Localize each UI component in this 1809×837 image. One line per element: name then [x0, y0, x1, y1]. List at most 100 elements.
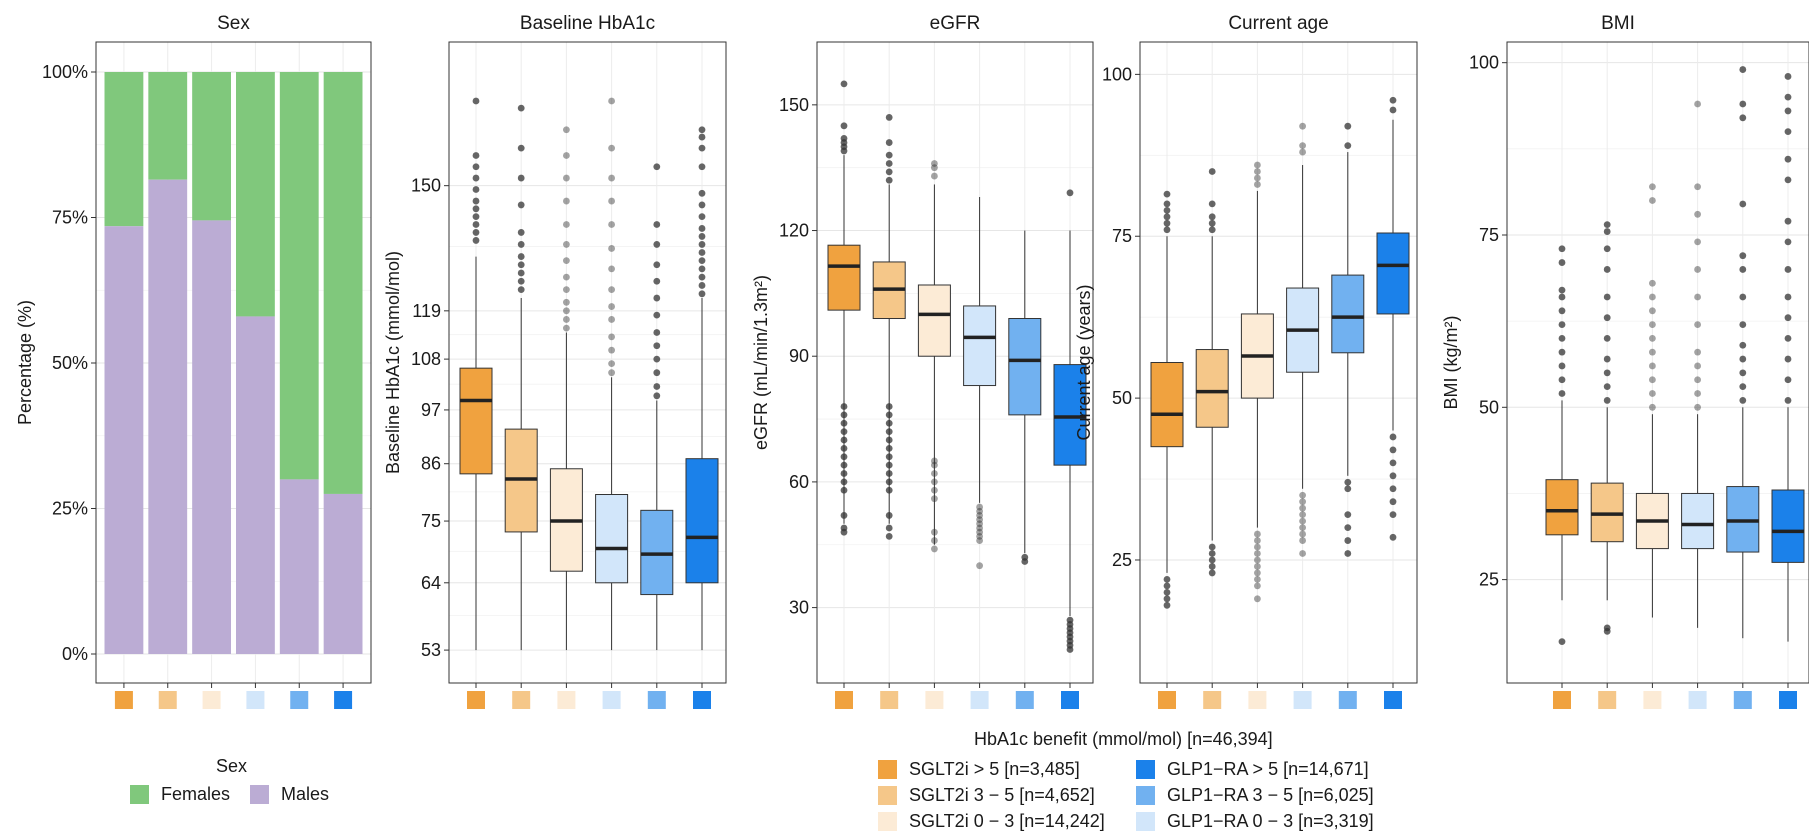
outlier-point — [653, 369, 661, 377]
outlier-point — [1694, 376, 1701, 384]
bar-females — [192, 72, 231, 221]
x-tick-swatch — [1688, 691, 1707, 709]
outlier-point — [563, 273, 570, 281]
outlier-point — [1299, 498, 1306, 506]
outlier-point — [885, 411, 893, 419]
outlier-point — [1649, 362, 1656, 370]
box-iqr — [1053, 364, 1087, 466]
outlier-point — [517, 286, 525, 294]
outlier-point — [653, 329, 661, 336]
outlier-point — [840, 436, 848, 444]
outlier-point — [1739, 383, 1747, 391]
outlier-point — [1558, 362, 1566, 370]
outlier-point — [1344, 478, 1352, 486]
outlier-point — [1163, 219, 1171, 227]
outlier-point — [608, 221, 615, 228]
box-group — [1376, 96, 1410, 541]
outlier-point — [698, 201, 706, 209]
outlier-point — [1649, 293, 1656, 301]
legend-item-sglt2i-0-3: SGLT2i 0 − 3 [n=14,242] — [878, 811, 1105, 832]
x-tick-swatch — [925, 691, 944, 709]
outlier-point — [885, 176, 893, 184]
outlier-point — [698, 265, 706, 273]
x-tick-swatch — [467, 691, 485, 709]
outlier-point — [885, 512, 893, 519]
outlier-point — [1784, 73, 1792, 80]
outlier-point — [608, 316, 615, 323]
outlier-point — [1739, 397, 1747, 404]
outlier-point — [653, 311, 661, 319]
y-tick-label: 100% — [42, 62, 88, 82]
outlier-point — [653, 294, 661, 302]
outlier-point — [1299, 550, 1306, 557]
box-group — [1150, 190, 1184, 609]
outlier-point — [1603, 221, 1611, 229]
outlier-point — [517, 174, 525, 182]
outlier-point — [931, 528, 938, 536]
box-iqr — [1195, 349, 1229, 428]
box-group — [827, 80, 861, 536]
x-tick-swatch — [1553, 691, 1571, 709]
outlier-point — [931, 470, 938, 477]
outlier-point — [472, 205, 480, 213]
outlier-point — [931, 478, 938, 486]
outlier-point — [1254, 168, 1261, 175]
box-group — [685, 126, 719, 651]
outlier-point — [976, 503, 983, 511]
outlier-point — [885, 478, 893, 486]
outlier-point — [1694, 390, 1701, 397]
outlier-point — [517, 201, 525, 209]
outlier-point — [1163, 206, 1171, 214]
box-group — [1331, 122, 1365, 557]
outlier-point — [1558, 321, 1566, 328]
x-axis — [467, 683, 711, 709]
outlier-point — [1299, 142, 1306, 149]
outlier-point — [1694, 210, 1701, 218]
y-tick-label: 75 — [1112, 226, 1132, 246]
box-iqr — [685, 458, 719, 584]
outlier-point — [472, 237, 480, 244]
box-group — [504, 104, 538, 651]
outlier-point — [698, 213, 706, 221]
outlier-point — [1389, 106, 1397, 114]
outlier-point — [1558, 638, 1566, 646]
x-axis — [1158, 683, 1402, 709]
outlier-point — [1694, 348, 1701, 356]
outlier-point — [931, 457, 938, 465]
outlier-point — [1739, 114, 1747, 122]
panel-border — [448, 41, 727, 684]
outlier-point — [885, 139, 893, 146]
outlier-point — [1649, 197, 1656, 204]
outlier-point — [1344, 537, 1352, 544]
outlier-point — [608, 144, 615, 152]
y-tick-label: 50 — [1479, 397, 1499, 417]
outlier-point — [1558, 376, 1566, 384]
outlier-point — [472, 197, 480, 205]
outlier-point — [1694, 403, 1701, 411]
outlier-point — [931, 537, 938, 544]
outlier-point — [698, 241, 706, 248]
box-group — [549, 126, 583, 651]
x-tick-swatch — [1779, 691, 1797, 709]
bar-males — [104, 226, 144, 655]
data-marks — [827, 80, 1087, 653]
outlier-point — [517, 229, 525, 236]
outlier-point — [931, 486, 938, 494]
outlier-point — [976, 528, 983, 536]
outlier-point — [698, 225, 706, 232]
outlier-point — [1344, 122, 1352, 130]
y-tick-label: 108 — [411, 349, 441, 369]
outlier-point — [1649, 390, 1656, 397]
outlier-point — [653, 261, 661, 269]
x-tick-swatch — [1643, 691, 1662, 709]
bar-females — [323, 72, 363, 494]
outlier-point — [1784, 397, 1792, 404]
y-tick-label: 119 — [412, 301, 441, 321]
outlier-point — [1739, 252, 1747, 260]
y-tick-label: 50% — [52, 353, 88, 373]
outlier-point — [698, 126, 706, 134]
outlier-point — [1694, 321, 1701, 328]
x-tick-swatch — [114, 691, 133, 709]
outlier-point — [1389, 498, 1397, 506]
outlier-point — [1163, 576, 1171, 583]
